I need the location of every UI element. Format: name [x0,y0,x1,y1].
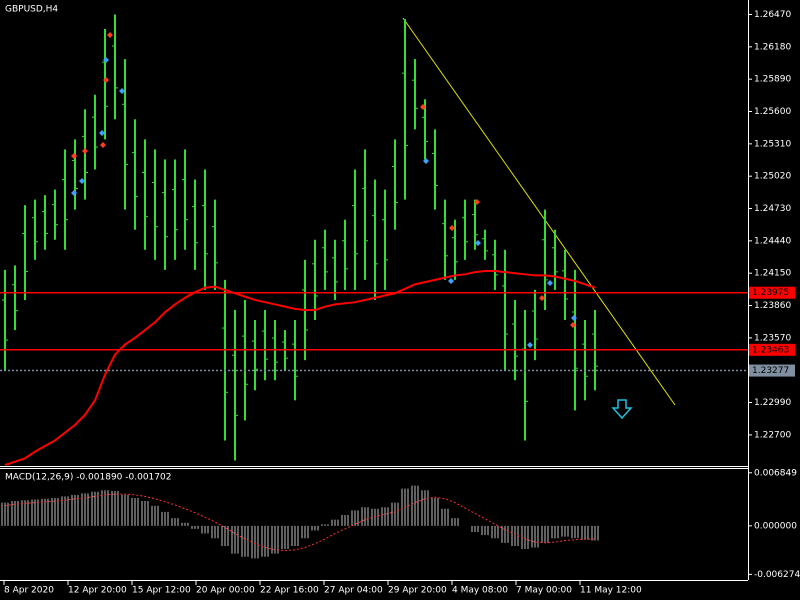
y-tick-label: 1.25600 [754,107,791,117]
x-tick-label: 12 Apr 20:00 [68,586,127,596]
y-tick-label: 1.25310 [754,139,791,149]
x-tick-label: 20 Apr 00:00 [196,586,255,596]
y-tick-label: 1.25020 [754,172,791,182]
y-tick-label: 1.22700 [754,430,791,440]
x-tick-label: 29 Apr 20:00 [388,586,447,596]
y-tick-label: 0.006849 [754,468,797,478]
y-tick-label: 1.24150 [754,269,791,279]
signal-line [4,493,595,552]
x-tick-label: 15 Apr 12:00 [132,586,191,596]
y-tick-label: 1.22990 [754,398,791,408]
y-tick-label: -0.006274 [754,570,800,580]
x-tick-label: 8 Apr 2020 [4,586,54,596]
x-tick-label: 11 May 12:00 [580,586,642,596]
x-tick-label: 4 May 08:00 [452,586,508,596]
sell-arrow [611,399,633,420]
y-tick-label: 1.26470 [754,10,791,20]
level-label-box [749,286,795,299]
level-label: 1.23277 [752,366,789,376]
frame [0,0,749,581]
level-label-box [749,343,795,356]
level-label: 1.23975 [752,288,789,298]
x-tick-label: 7 May 00:00 [516,586,572,596]
level-label: 1.23463 [752,345,789,355]
symbol-title: GBPUSD,H4 [5,5,58,15]
y-tick-label: 1.26180 [754,42,791,52]
y-tick-label: 1.23860 [754,301,791,311]
y-tick-label: 1.25890 [754,75,791,85]
y-tick-label: 1.24440 [754,236,791,246]
x-tick-label: 22 Apr 16:00 [260,586,319,596]
y-tick-label: 0.000000 [754,521,797,531]
macd-panel: 0.006849 0.000000 -0.006274 [1,468,800,580]
x-tick-label: 27 Apr 04:00 [324,586,383,596]
price-panel: 1.26470 1.26180 1.25890 1.25600 1.25310 1.250… [0,10,795,466]
macd-title: MACD(12,26,9) -0.001890 -0.001702 [5,473,171,483]
trend-line [402,17,676,406]
y-tick-label: 1.24730 [754,204,791,214]
moving-average [4,269,596,466]
level-label-box [749,364,795,377]
y-tick-label: 1.23570 [754,333,791,343]
